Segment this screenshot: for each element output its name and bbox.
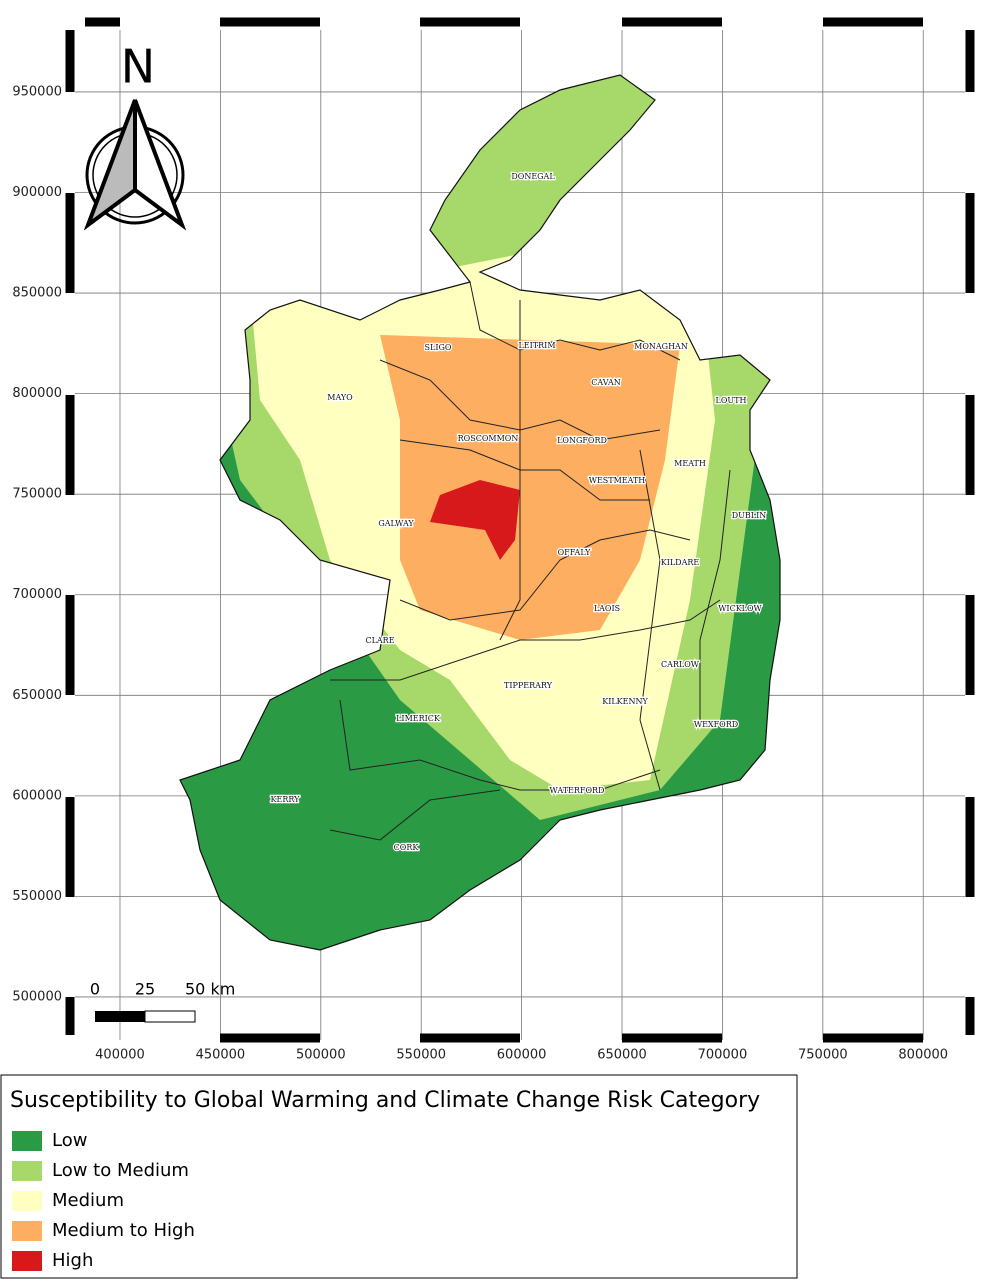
y-tick-label: 600000 bbox=[12, 788, 62, 803]
county-label: DONEGAL bbox=[511, 172, 555, 181]
county-label: WESTMEATH bbox=[589, 476, 646, 485]
county-label: KILKENNY bbox=[602, 697, 648, 706]
x-tick-label: 700000 bbox=[698, 1048, 748, 1063]
y-tick-label: 750000 bbox=[12, 487, 62, 502]
legend-label: Medium to High bbox=[52, 1220, 195, 1241]
county-boundaries bbox=[329, 281, 731, 841]
y-tick-label: 900000 bbox=[12, 185, 62, 200]
scale-label: 0 bbox=[90, 980, 100, 999]
legend-title: Susceptibility to Global Warming and Cli… bbox=[10, 1088, 760, 1113]
county-label: LAOIS bbox=[594, 604, 620, 613]
county-label: WEXFORD bbox=[694, 720, 738, 729]
legend-swatch bbox=[12, 1221, 42, 1241]
y-tick-label: 550000 bbox=[12, 889, 62, 904]
x-tick-label: 800000 bbox=[898, 1048, 948, 1063]
legend-box bbox=[0, 1074, 798, 1279]
y-tick-label: 700000 bbox=[12, 587, 62, 602]
county-label: WICKLOW bbox=[718, 604, 762, 613]
y-tick-label: 950000 bbox=[12, 84, 62, 99]
legend-label: Medium bbox=[52, 1190, 124, 1211]
risk-zone bbox=[430, 480, 520, 560]
county-label: TIPPERARY bbox=[504, 681, 553, 690]
x-tick-label: 400000 bbox=[95, 1048, 145, 1063]
legend: Low Low to Medium Medium Medium to High High bbox=[12, 1130, 195, 1271]
legend-swatch bbox=[12, 1251, 42, 1271]
legend-label: High bbox=[52, 1250, 93, 1271]
county-label: WATERFORD bbox=[550, 786, 605, 795]
north-label: N bbox=[121, 40, 155, 94]
risk-zone bbox=[380, 335, 680, 640]
y-tick-label: 800000 bbox=[12, 386, 62, 401]
x-tick-label: 550000 bbox=[396, 1048, 446, 1063]
county-label: KERRY bbox=[271, 795, 301, 804]
scale-bar: 0 25 50 km bbox=[90, 980, 235, 1023]
county-label: CARLOW bbox=[661, 660, 700, 669]
x-tick-label: 650000 bbox=[597, 1048, 647, 1063]
county-label: LEITRIM bbox=[518, 341, 555, 350]
county-label: SLIGO bbox=[425, 343, 452, 352]
county-label: MEATH bbox=[674, 459, 706, 468]
y-tick-label: 500000 bbox=[12, 989, 62, 1004]
north-arrow: N bbox=[83, 40, 187, 231]
county-label: OFFALY bbox=[558, 548, 592, 557]
legend-swatch bbox=[12, 1191, 42, 1211]
scale-label: 25 bbox=[135, 980, 155, 999]
county-label: GALWAY bbox=[378, 519, 414, 528]
county-label: ROSCOMMON bbox=[458, 434, 519, 443]
map-frame bbox=[65, 17, 975, 1043]
x-tick-label: 500000 bbox=[296, 1048, 346, 1063]
county-label: LIMERICK bbox=[396, 714, 441, 723]
legend-swatch bbox=[12, 1161, 42, 1181]
legend-label: Low to Medium bbox=[52, 1160, 189, 1181]
county-labels: DONEGAL SLIGO LEITRIM MONAGHAN CAVAN LOUTH MAY… bbox=[269, 171, 767, 854]
x-tick-label: 750000 bbox=[798, 1048, 848, 1063]
county-label: DUBLIN bbox=[732, 511, 767, 520]
x-tick-label: 600000 bbox=[497, 1048, 547, 1063]
scale-label: 50 km bbox=[185, 980, 235, 999]
county-label: LOUTH bbox=[716, 396, 747, 405]
county-label: MONAGHAN bbox=[634, 342, 688, 351]
legend-label: Low bbox=[52, 1130, 87, 1151]
county-label: MAYO bbox=[327, 393, 353, 402]
county-label: LONGFORD bbox=[557, 436, 607, 445]
y-tick-label: 650000 bbox=[12, 688, 62, 703]
legend-swatch bbox=[12, 1131, 42, 1151]
county-label: CAVAN bbox=[591, 378, 621, 387]
x-tick-label: 450000 bbox=[196, 1048, 246, 1063]
y-tick-label: 850000 bbox=[12, 286, 62, 301]
county-label: CORK bbox=[394, 843, 420, 852]
county-label: CLARE bbox=[365, 636, 394, 645]
county-label: KILDARE bbox=[661, 558, 700, 567]
